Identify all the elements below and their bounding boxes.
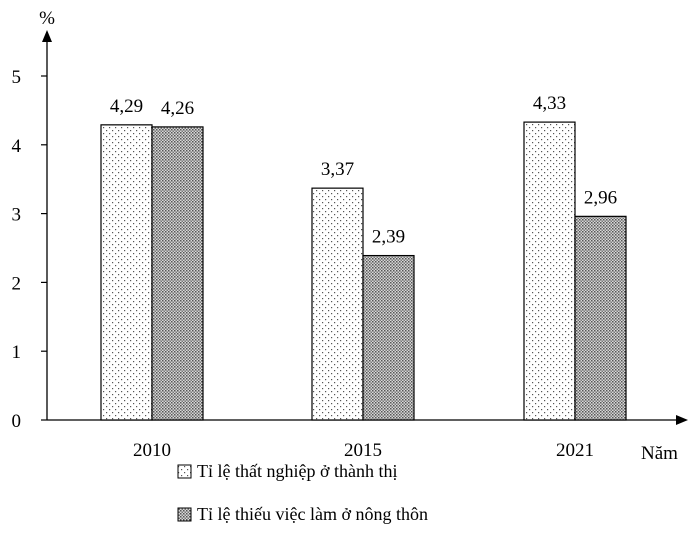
y-tick-label: 5 bbox=[12, 67, 22, 88]
data-label: 3,37 bbox=[321, 159, 354, 180]
x-tick-label: 2021 bbox=[556, 440, 594, 461]
data-label: 2,39 bbox=[372, 227, 405, 248]
data-label: 4,33 bbox=[533, 93, 566, 114]
legend: Tỉ lệ thất nghiệp ở thành thị Tỉ lệ thiế… bbox=[177, 461, 428, 524]
legend-swatch-urban bbox=[177, 464, 192, 479]
y-tick-label: 1 bbox=[12, 342, 22, 363]
data-label: 2,96 bbox=[584, 187, 617, 208]
x-tick-label: 2010 bbox=[133, 440, 171, 461]
x-axis-label: Năm bbox=[641, 443, 678, 464]
legend-label-rural: Tỉ lệ thiếu việc làm ở nông thôn bbox=[197, 504, 428, 524]
bar bbox=[362, 254, 415, 421]
y-tick-label: 2 bbox=[12, 273, 22, 294]
bar bbox=[311, 187, 364, 421]
y-tick-label: 3 bbox=[12, 205, 22, 226]
bar bbox=[574, 215, 627, 421]
bar bbox=[523, 121, 576, 421]
x-tick-label: 2015 bbox=[344, 440, 382, 461]
x-axis-arrow bbox=[676, 415, 688, 425]
y-tick-label: 4 bbox=[12, 136, 22, 157]
bar bbox=[151, 126, 204, 421]
data-label: 4,29 bbox=[110, 96, 143, 117]
bar bbox=[100, 124, 153, 421]
y-axis-arrow bbox=[42, 30, 52, 42]
labels: 2010 4,29 4,26 2015 3,37 2,39 2021 4,33 2,96 bbox=[110, 93, 617, 461]
legend-label-urban: Tỉ lệ thất nghiệp ở thành thị bbox=[197, 461, 397, 481]
legend-swatch-rural bbox=[177, 507, 192, 522]
y-tick-label: 0 bbox=[12, 411, 22, 432]
data-label: 4,26 bbox=[161, 98, 194, 119]
y-axis-label: % bbox=[39, 8, 55, 29]
bars bbox=[100, 121, 627, 421]
